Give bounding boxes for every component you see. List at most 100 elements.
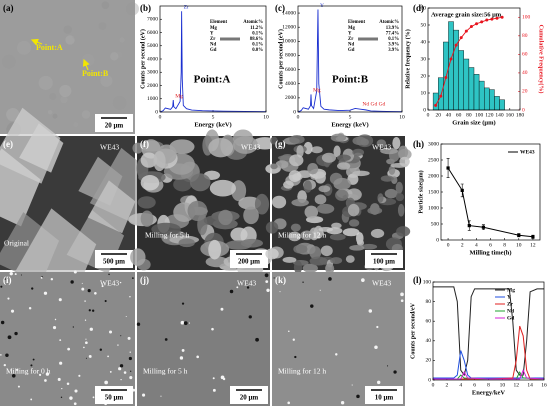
texture — [85, 341, 88, 345]
texture — [399, 156, 410, 167]
y-tick-label: 14000 — [282, 10, 296, 16]
texture — [57, 377, 61, 381]
texture — [326, 227, 343, 235]
texture — [212, 377, 215, 380]
table-cell: 0.1% — [252, 32, 263, 37]
texture — [400, 292, 404, 297]
y-tick-label: 1000 — [147, 96, 158, 102]
texture — [129, 376, 133, 380]
series-line — [433, 350, 544, 379]
y-tick-label: 4000 — [147, 56, 158, 62]
texture — [321, 152, 336, 163]
scale-bar-label: 200 μm — [238, 258, 260, 266]
histogram-bar — [458, 50, 464, 111]
texture — [50, 277, 54, 281]
x-tick-label: 10 — [500, 382, 506, 388]
texture — [266, 288, 270, 292]
texture — [49, 93, 57, 101]
x-tick-label: 5 — [349, 114, 352, 120]
y-tick-label: 2000 — [285, 95, 296, 101]
texture — [303, 180, 312, 193]
texture — [377, 193, 384, 203]
y-axis-label: Counts per second/eV — [410, 302, 416, 359]
texture — [270, 136, 278, 145]
texture — [89, 327, 93, 331]
texture — [73, 270, 77, 274]
series-line — [433, 325, 544, 380]
texture — [361, 243, 378, 250]
texture — [265, 248, 279, 260]
texture — [40, 276, 43, 279]
texture — [73, 122, 79, 128]
annotation: Milling for 5 h — [143, 367, 188, 376]
texture — [395, 181, 403, 194]
texture — [270, 163, 278, 170]
y-tick-label: 0 — [423, 107, 426, 113]
table-header: Atomic% — [243, 20, 263, 25]
texture — [349, 245, 365, 251]
texture — [275, 160, 289, 169]
texture — [110, 52, 119, 61]
texture — [85, 338, 87, 340]
texture — [84, 300, 86, 302]
y-tick-label: 80 — [426, 299, 432, 305]
texture — [337, 162, 351, 170]
x-tick-label: 10 — [399, 114, 405, 120]
y2-tick-label: 40 — [522, 70, 528, 76]
cumulative-point — [490, 17, 494, 21]
texture — [67, 73, 79, 86]
texture — [109, 330, 113, 334]
texture — [352, 170, 370, 177]
legend-label: Gd — [507, 315, 514, 321]
texture — [43, 291, 48, 295]
x-tick-label: 2 — [446, 382, 449, 388]
y-tick-label: 8000 — [285, 53, 296, 59]
y-tick-label: 4000 — [285, 81, 296, 87]
panel-label: (k) — [275, 275, 286, 285]
table-cell: Nd — [348, 43, 354, 48]
texture — [356, 394, 360, 399]
texture — [319, 289, 321, 291]
y-tick-label: 2000 — [428, 173, 439, 179]
texture — [289, 154, 304, 167]
texture — [320, 245, 333, 257]
texture — [71, 27, 86, 42]
x-tick-label: 0 — [297, 114, 300, 120]
texture — [0, 107, 61, 184]
texture — [31, 287, 34, 290]
texture — [136, 322, 141, 326]
y-tick-label: 5000 — [147, 43, 158, 49]
texture — [374, 345, 378, 349]
annotation: Milling for 12 h — [278, 231, 326, 240]
y-tick-label: 2500 — [428, 157, 439, 163]
texture — [248, 315, 252, 319]
x-tick-label: 0 — [447, 242, 450, 248]
texture — [400, 299, 404, 303]
texture — [380, 175, 394, 182]
peak-label: Mg — [175, 93, 183, 99]
texture — [302, 281, 304, 283]
texture — [104, 299, 107, 303]
texture — [125, 2, 140, 16]
texture — [302, 263, 318, 273]
annotation: WE43 — [100, 143, 119, 152]
x-tick-label: 16 — [541, 382, 547, 388]
annotation: Milling for 0 h — [6, 367, 51, 376]
texture — [84, 319, 87, 321]
texture — [112, 96, 127, 110]
texture — [181, 302, 185, 305]
texture — [101, 1, 110, 10]
texture — [220, 375, 225, 380]
texture — [356, 239, 365, 246]
y-tick-label: 1500 — [428, 189, 439, 195]
texture — [127, 336, 131, 340]
texture — [28, 307, 32, 310]
texture — [5, 353, 9, 357]
texture — [70, 280, 74, 284]
legend-label: WE43 — [520, 149, 535, 155]
histogram-bar — [473, 74, 480, 111]
annotation: WE43 — [100, 279, 119, 288]
micrograph: (j) WE43 Milling for 5 h 20 μm — [136, 272, 270, 406]
texture — [129, 296, 131, 298]
y-axis-label: Counts per second (eV) — [139, 29, 146, 89]
